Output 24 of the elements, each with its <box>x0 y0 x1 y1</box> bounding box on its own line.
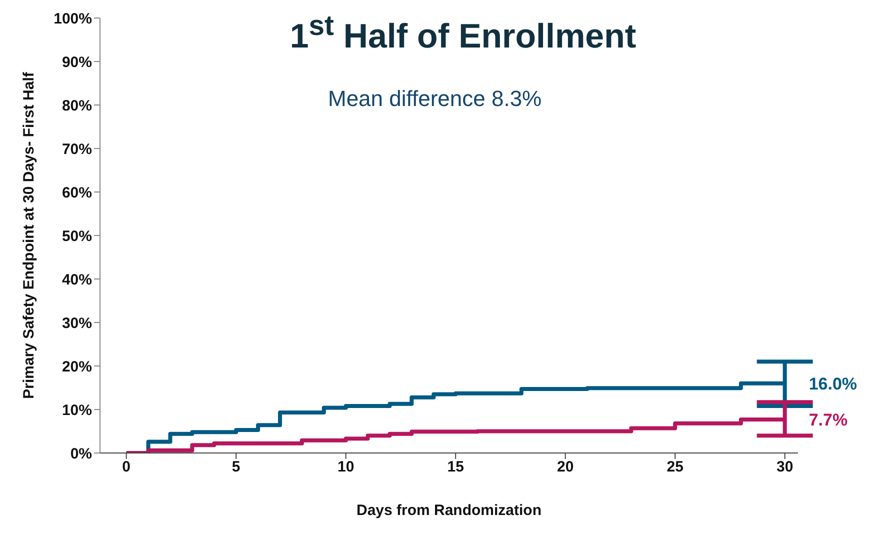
x-axis-title: Days from Randomization <box>356 502 542 519</box>
y-tick-label: 0% <box>70 445 92 462</box>
x-tick-label: 0 <box>122 458 131 476</box>
y-tick-label: 70% <box>62 140 92 158</box>
y-tick-label: 10% <box>62 402 92 419</box>
annotation: Mean difference 8.3% <box>328 86 542 112</box>
y-tick-label: 100% <box>54 10 92 28</box>
data-label: 7.7% <box>808 410 848 430</box>
x-tick-label: 5 <box>232 458 240 476</box>
chart-title: 1$^{st}$ Half of Enrollment <box>290 10 636 56</box>
y-tick-label: 90% <box>62 54 92 71</box>
x-tick-label: 10 <box>337 458 354 476</box>
y-tick-label: 40% <box>62 271 92 288</box>
y-tick-label: 20% <box>62 358 92 376</box>
y-tick-label: 80% <box>62 97 92 114</box>
y-tick-label: 30% <box>62 314 92 332</box>
y-tick-label: 50% <box>62 228 92 245</box>
x-tick-label: 15 <box>447 458 464 476</box>
x-tick-label: 20 <box>556 458 574 476</box>
x-tick-label: 25 <box>666 458 684 476</box>
x-tick-label: 30 <box>776 458 794 476</box>
y-tick-label: 60% <box>62 184 92 202</box>
data-label: 16.0% <box>808 374 858 394</box>
y-axis-title: Primary Safety Endpoint at 30 Days- First Half <box>20 71 38 399</box>
